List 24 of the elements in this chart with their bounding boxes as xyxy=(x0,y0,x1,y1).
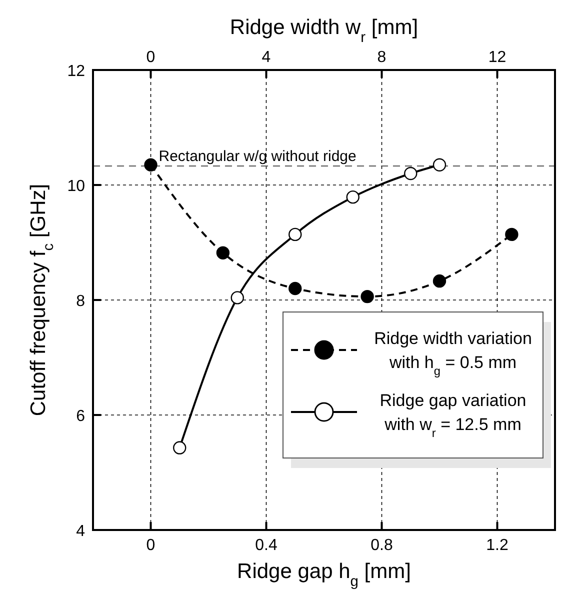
legend-label: Ridge width variation with h$_{g}$ = 0.5 mm xyxy=(374,329,532,378)
x-tick-label: 0 xyxy=(146,537,156,554)
point xyxy=(230,291,244,304)
x2-tick-label: 0 xyxy=(146,49,156,66)
y-tick-label: 4 xyxy=(76,523,86,540)
x2-axis-title: Ridge width w$_{r}$ [mm] xyxy=(230,16,418,46)
x2-tick-label: 12 xyxy=(488,49,506,66)
x-tick-label: 0.8 xyxy=(370,537,393,554)
y-tick-label: 10 xyxy=(67,178,86,195)
point xyxy=(173,441,186,454)
ref-line-label: Rectangular w/g without ridge xyxy=(158,148,356,166)
point xyxy=(288,228,302,242)
x-axis-title: Ridge gap h$_{g}$ [mm] xyxy=(237,560,411,590)
x-tick-label: 1.2 xyxy=(486,537,508,554)
y-tick-label: 8 xyxy=(76,293,86,310)
x2-tick-label: 4 xyxy=(262,49,271,66)
x2-tick-label: 8 xyxy=(377,49,386,66)
y-tick-label: 12 xyxy=(67,63,86,80)
legend-label: Ridge gap variation with w$_{r}$ = 12.5 mm xyxy=(380,391,526,440)
point xyxy=(346,190,360,204)
x-tick-label: 0.4 xyxy=(255,537,278,554)
point xyxy=(404,166,418,180)
point xyxy=(432,158,446,172)
y-tick-label: 6 xyxy=(76,408,86,425)
